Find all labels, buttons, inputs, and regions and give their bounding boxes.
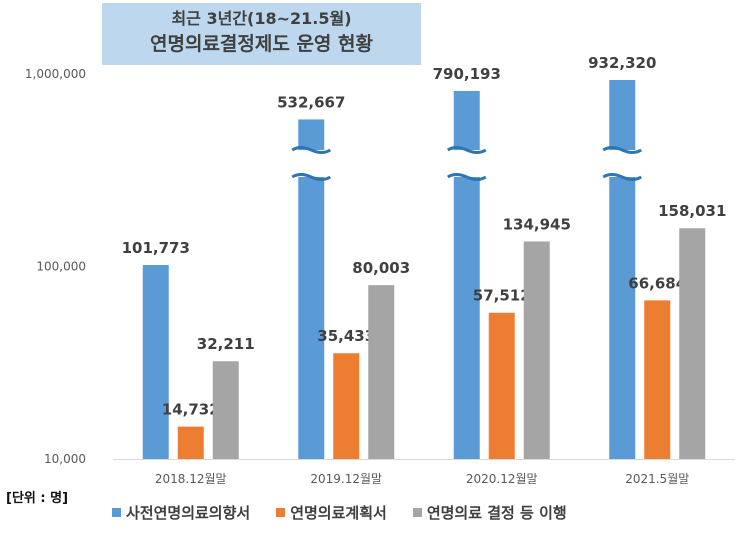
data-label: 14,732 xyxy=(162,401,220,419)
data-label: 790,193 xyxy=(433,65,501,83)
bar xyxy=(453,177,480,459)
y-tick-label: 1,000,000 xyxy=(25,67,86,81)
legend-swatch-series-3 xyxy=(412,508,422,517)
data-label: 35,433 xyxy=(317,327,375,345)
bar xyxy=(368,285,395,459)
data-label: 80,003 xyxy=(352,259,410,277)
bar xyxy=(142,265,169,459)
axis-break-mark xyxy=(446,146,487,154)
y-tick-label: 10,000 xyxy=(44,452,86,466)
bar xyxy=(333,353,360,459)
data-label: 158,031 xyxy=(658,202,726,220)
x-tick-label: 2021.5월말 xyxy=(625,472,689,486)
data-label: 532,667 xyxy=(277,93,345,111)
data-label: 66,684 xyxy=(628,274,686,292)
bar xyxy=(488,312,515,459)
bar xyxy=(298,119,325,150)
axis-break-mark xyxy=(602,173,643,181)
chart-title-line1: 최근 3년간(18~21.5월) xyxy=(171,9,352,28)
bar xyxy=(523,241,550,459)
x-tick-label: 2020.12월말 xyxy=(466,472,538,486)
legend-label-series-2: 연명의료계획서 xyxy=(290,504,387,522)
data-label: 57,512 xyxy=(473,287,531,305)
legend-swatch-series-2 xyxy=(276,508,286,517)
bar xyxy=(298,177,325,459)
legend-label-series-1: 사전연명의료의향서 xyxy=(126,504,251,522)
chart-title-line2: 연명의료결정제도 운영 현황 xyxy=(150,33,373,55)
axis-break-mark xyxy=(602,146,643,154)
bar xyxy=(177,426,204,459)
unit-label: [단위 : 명] xyxy=(6,491,69,506)
bar xyxy=(212,361,239,459)
legend-swatch-series-1 xyxy=(112,508,121,517)
axis-break-mark xyxy=(291,146,332,154)
bar xyxy=(679,228,706,459)
chart-title: 최근 3년간(18~21.5월) 연명의료결정제도 운영 현황 xyxy=(102,3,421,65)
data-label: 32,211 xyxy=(197,335,255,353)
bar xyxy=(644,300,671,459)
legend-item-series-2: 연명의료계획서 xyxy=(276,502,387,523)
legend: 사전연명의료의향서 연명의료계획서 연명의료 결정 등 이행 xyxy=(112,502,567,523)
x-tick-label: 2019.12월말 xyxy=(310,472,382,486)
data-label: 134,945 xyxy=(503,215,571,233)
legend-label-series-3: 연명의료 결정 등 이행 xyxy=(426,504,567,522)
bar xyxy=(609,80,636,150)
bar xyxy=(453,90,480,150)
bar xyxy=(609,177,636,459)
data-label: 932,320 xyxy=(588,54,656,72)
axis-break-mark xyxy=(291,173,332,181)
legend-item-series-3: 연명의료 결정 등 이행 xyxy=(412,502,567,523)
data-label: 101,773 xyxy=(122,239,190,257)
x-tick-label: 2018.12월말 xyxy=(155,472,227,486)
y-tick-label: 100,000 xyxy=(36,260,86,274)
axis-break-mark xyxy=(446,173,487,181)
legend-item-series-1: 사전연명의료의향서 xyxy=(112,502,250,523)
